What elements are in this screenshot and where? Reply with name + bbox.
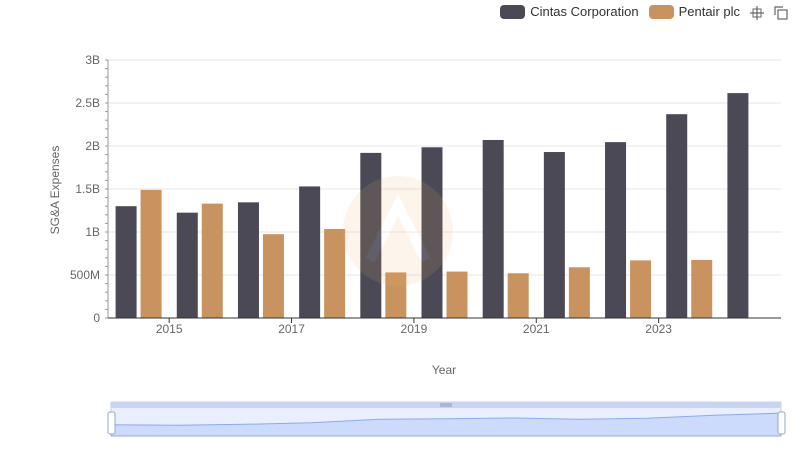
- bar-cintas[interactable]: [543, 152, 565, 318]
- y-tick-label: 500M: [70, 268, 100, 282]
- bar-cintas[interactable]: [482, 139, 504, 318]
- bar-pentair[interactable]: [446, 271, 468, 318]
- legend-swatch-cintas: [500, 4, 526, 19]
- y-axis-ticks: 0 500M 1B 1.5B 2B 2.5B 3B: [70, 53, 109, 325]
- bar-pentair[interactable]: [262, 234, 284, 318]
- watermark-logo: [343, 176, 453, 286]
- bar-pentair[interactable]: [201, 203, 223, 318]
- bar-pentair[interactable]: [140, 189, 162, 318]
- bar-cintas[interactable]: [727, 93, 749, 318]
- legend-item-cintas[interactable]: Cintas Corporation: [500, 4, 639, 19]
- bar-cintas[interactable]: [421, 147, 443, 318]
- y-tick-label: 2B: [85, 139, 100, 153]
- y-tick-label: 1B: [85, 225, 100, 239]
- zoom-handle-left[interactable]: [107, 411, 116, 435]
- data-zoom-slider[interactable]: [107, 401, 786, 437]
- bar-cintas[interactable]: [666, 114, 688, 319]
- x-tick-label: 2021: [523, 322, 550, 336]
- bar-cintas[interactable]: [237, 202, 259, 318]
- legend-label-cintas: Cintas Corporation: [530, 4, 639, 19]
- zoom-preview-area: [110, 412, 782, 437]
- x-axis-label: Year: [432, 363, 456, 377]
- x-tick-label: 2017: [278, 322, 305, 336]
- bar-pentair[interactable]: [568, 267, 590, 318]
- legend-label-pentair: Pentair plc: [678, 4, 740, 19]
- y-tick-label: 0: [93, 311, 100, 325]
- legend: Cintas Corporation Pentair plc: [500, 4, 740, 19]
- toolbox: [750, 6, 788, 20]
- zoom-icon[interactable]: [750, 6, 764, 20]
- legend-item-pentair[interactable]: Pentair plc: [648, 4, 740, 19]
- bar-cintas[interactable]: [176, 212, 198, 318]
- bar-pentair[interactable]: [385, 272, 407, 318]
- x-axis: 2015 2017 2019 2021 2023: [108, 317, 781, 336]
- x-tick-label: 2019: [401, 322, 428, 336]
- zoom-reset-icon[interactable]: [774, 6, 788, 20]
- bar-pentair[interactable]: [507, 273, 529, 318]
- legend-swatch-pentair: [648, 4, 674, 19]
- y-tick-label: 1.5B: [75, 182, 100, 196]
- bar-cintas[interactable]: [115, 206, 137, 318]
- y-axis-label: SG&A Expenses: [48, 146, 62, 235]
- bar-pentair[interactable]: [630, 260, 652, 318]
- bars: [115, 93, 749, 319]
- bar-pentair[interactable]: [691, 259, 713, 318]
- bar-pentair[interactable]: [324, 228, 346, 318]
- bar-cintas[interactable]: [360, 152, 382, 318]
- x-tick-label: 2015: [156, 322, 183, 336]
- zoom-move-handle[interactable]: [440, 403, 452, 407]
- zoom-handle-right[interactable]: [777, 411, 786, 435]
- bar-cintas[interactable]: [299, 186, 321, 318]
- x-tick-label: 2023: [645, 322, 672, 336]
- bar-cintas[interactable]: [605, 142, 627, 318]
- y-tick-label: 3B: [85, 53, 100, 67]
- y-tick-label: 2.5B: [75, 96, 100, 110]
